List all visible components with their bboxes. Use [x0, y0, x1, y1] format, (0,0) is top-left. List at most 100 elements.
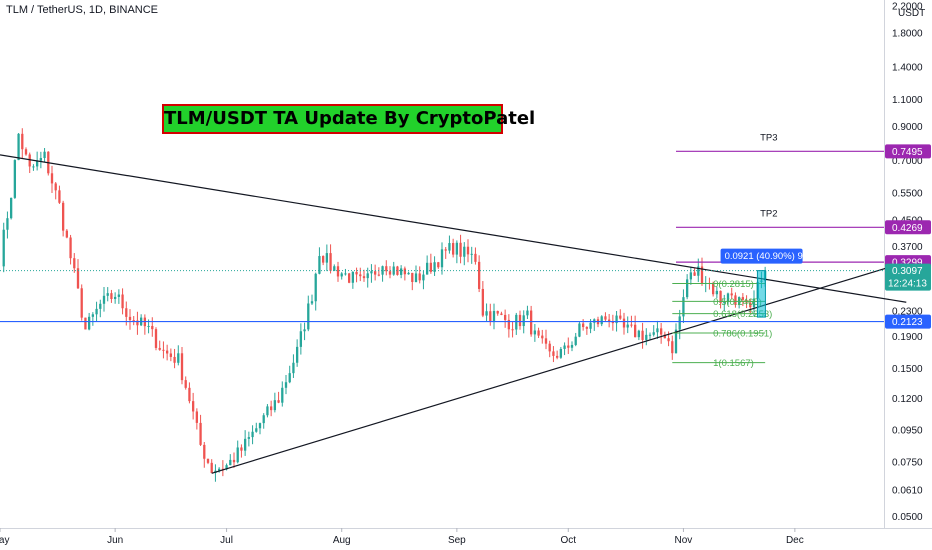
candle-body — [232, 459, 236, 463]
candle-body — [318, 256, 321, 274]
candle-body — [433, 262, 436, 272]
candle-body — [533, 330, 537, 335]
price-tick-label: 0.3700 — [892, 242, 923, 253]
candle-body — [697, 266, 700, 276]
candle-body — [162, 349, 165, 351]
candle-body — [689, 272, 693, 280]
candle-body — [247, 437, 251, 439]
candle-body — [418, 273, 421, 281]
candle-body — [726, 293, 730, 303]
candle-body — [333, 266, 336, 271]
candle-body — [619, 315, 622, 319]
candle-body — [622, 318, 626, 328]
candle-body — [385, 266, 388, 272]
candle-body — [626, 324, 629, 328]
candle-body — [641, 330, 644, 340]
candle-body — [91, 314, 95, 317]
candle-body — [269, 406, 273, 411]
time-tick-label: Aug — [333, 535, 351, 546]
candle-body — [217, 468, 221, 471]
candle-body — [314, 273, 317, 302]
price-tag-value: 0.4269 — [892, 223, 923, 234]
candle-body — [84, 317, 87, 330]
time-tick-label: Jul — [220, 535, 233, 546]
candle-body — [362, 276, 366, 279]
price-tick-label: 0.1200 — [892, 394, 923, 405]
candle-body — [65, 230, 69, 238]
candle-body — [110, 293, 113, 300]
headline-banner: TLM/USDT TA Update By CryptoPatel — [162, 104, 535, 134]
candle-body — [236, 447, 239, 463]
candle-body — [477, 261, 481, 289]
candle-body — [652, 332, 655, 335]
candle-body — [117, 294, 121, 297]
time-tick-label: Oct — [561, 535, 577, 546]
candle-body — [13, 160, 17, 198]
candle-body — [559, 348, 563, 358]
candle-body — [28, 154, 31, 167]
candle-body — [87, 316, 91, 330]
candle-body — [277, 400, 280, 403]
candle-body — [459, 242, 462, 257]
fib-level-label: 0.786(0.1951) — [713, 328, 772, 339]
fib-level-label: 0.618(0.2253) — [713, 309, 772, 320]
candle-body — [325, 253, 329, 263]
candle-body — [678, 316, 681, 330]
candle-body — [32, 166, 35, 168]
price-tick-label: 1.1000 — [892, 95, 923, 106]
price-tick-label: 0.9000 — [892, 122, 923, 133]
candle-body — [132, 320, 135, 322]
time-tick-label: May — [0, 535, 9, 546]
candle-body — [574, 336, 577, 345]
candle-body — [158, 347, 161, 350]
candle-body — [656, 328, 659, 333]
candle-body — [336, 266, 340, 277]
candle-body — [321, 256, 325, 263]
price-tag — [885, 144, 931, 159]
candle-body — [54, 183, 57, 191]
candle-body — [567, 345, 570, 348]
candle-body — [184, 380, 187, 388]
price-tick-label: 2.2000 — [892, 1, 923, 12]
price-tick-label: 0.0950 — [892, 426, 923, 437]
price-axis-unit: USDT — [898, 8, 925, 19]
price-tag — [885, 220, 931, 235]
candle-body — [422, 274, 425, 281]
candle-body — [210, 462, 213, 473]
candle-body — [299, 331, 303, 347]
candle-body — [195, 411, 199, 423]
candle-body — [21, 133, 24, 150]
candle-body — [515, 314, 518, 330]
candle-body — [589, 322, 592, 329]
candle-body — [24, 149, 28, 155]
candle-body — [734, 295, 737, 305]
candle-body — [288, 373, 291, 383]
price-tag-value: 0.3299 — [892, 258, 923, 269]
candle-body — [685, 279, 689, 298]
candle-body — [741, 297, 745, 300]
candle-body — [203, 444, 206, 459]
candle-body — [630, 324, 633, 326]
candle-body — [444, 249, 447, 251]
candle-body — [511, 329, 514, 331]
candle-body — [403, 268, 407, 275]
candle-body — [58, 190, 61, 203]
candle-body — [199, 422, 202, 445]
candle-body — [578, 323, 581, 337]
candle-body — [351, 271, 355, 283]
price-tag-value: 0.7495 — [892, 147, 923, 158]
candle-body — [370, 271, 373, 274]
candle-body — [663, 334, 667, 339]
candle-body — [136, 320, 139, 326]
candle-body — [206, 458, 210, 463]
candle-body — [481, 288, 485, 316]
candle-body — [648, 334, 652, 336]
candle-body — [541, 335, 544, 339]
candle-body — [284, 382, 288, 388]
candle-body — [2, 229, 5, 267]
candle-body — [240, 447, 243, 451]
candle-body — [396, 266, 399, 275]
trendline-ascending-support — [211, 261, 907, 474]
